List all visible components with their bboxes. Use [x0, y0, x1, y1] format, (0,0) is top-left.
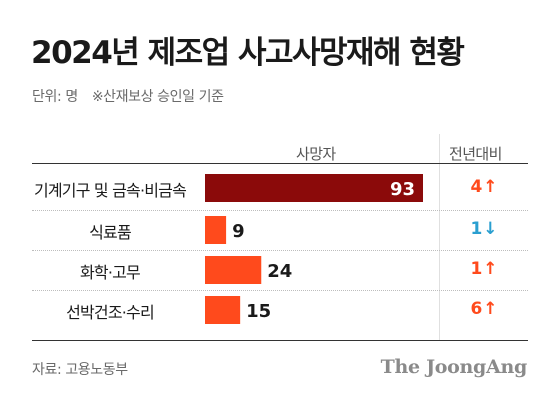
- row-divider: [32, 290, 528, 291]
- row-divider: [32, 250, 528, 251]
- bar: [205, 256, 262, 284]
- change-indicator: 4↑: [440, 177, 528, 197]
- value-label: 15: [246, 301, 271, 322]
- value-label: 93: [390, 179, 415, 200]
- source-note: 자료: 고용노동부: [32, 362, 128, 378]
- basis-note: ※산재보상 승인일 기준: [91, 89, 224, 105]
- chart-title: 2024년 제조업 사고사망재해 현황: [31, 35, 465, 71]
- column-header-change: 전년대비: [449, 145, 502, 163]
- bar: [205, 296, 241, 324]
- change-indicator: 1↓: [440, 219, 528, 239]
- column-divider: [439, 134, 440, 340]
- footer-rule: [32, 340, 528, 341]
- category-label: 기계기구 및 금속·비금속: [33, 181, 187, 200]
- category-label: 화학·고무: [80, 263, 141, 282]
- bar: [205, 174, 423, 202]
- category-label: 식료품: [89, 223, 132, 242]
- unit-label: 단위: 명: [32, 89, 78, 105]
- arrow-up-icon: ↑: [483, 177, 498, 197]
- arrow-up-icon: ↑: [483, 299, 498, 319]
- column-header-deaths: 사망자: [296, 145, 336, 163]
- value-label: 9: [232, 221, 245, 242]
- brand-logo: The JoongAng: [380, 356, 528, 378]
- chart-subtitle: 단위: 명 ※산재보상 승인일 기준: [32, 86, 224, 106]
- change-indicator: 6↑: [440, 299, 528, 319]
- category-label: 선박건조·수리: [66, 303, 155, 322]
- change-value: 1: [470, 219, 483, 239]
- bar: [205, 216, 227, 244]
- arrow-up-icon: ↑: [483, 259, 498, 279]
- change-indicator: 1↑: [440, 259, 528, 279]
- change-value: 4: [470, 177, 483, 197]
- header-rule: [32, 163, 528, 164]
- row-divider: [32, 210, 528, 211]
- arrow-down-icon: ↓: [483, 219, 498, 239]
- change-value: 6: [470, 299, 483, 319]
- change-value: 1: [470, 259, 483, 279]
- value-label: 24: [267, 261, 292, 282]
